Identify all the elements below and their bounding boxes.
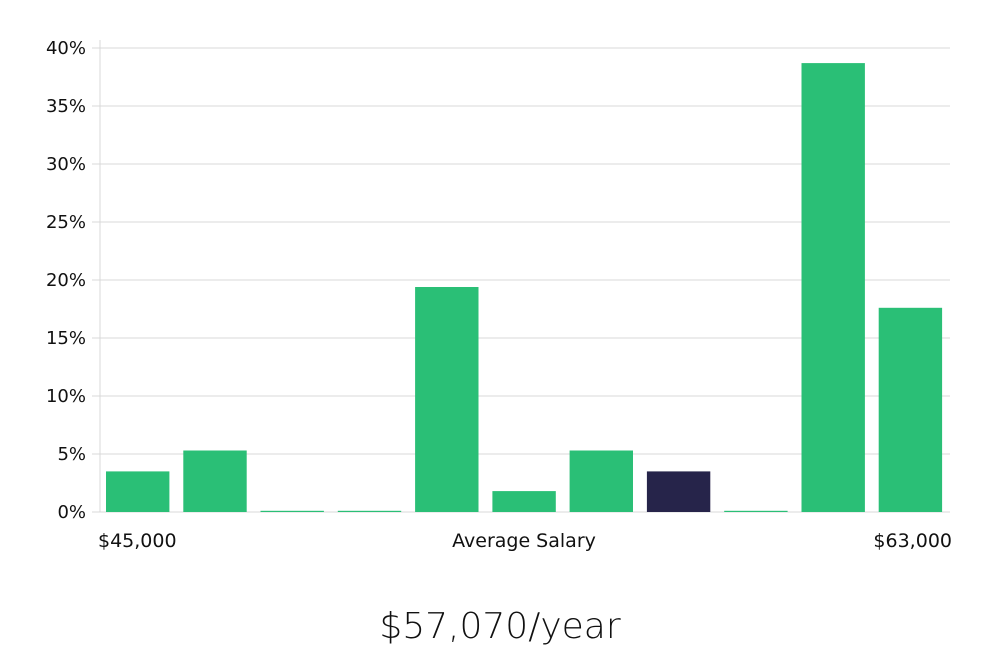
bar xyxy=(492,491,556,512)
bar xyxy=(415,287,479,512)
bar xyxy=(260,510,324,512)
y-tick-label: 20% xyxy=(46,270,86,291)
x-axis-title: Average Salary xyxy=(452,530,596,552)
y-tick-label: 30% xyxy=(46,154,86,175)
bars-layer xyxy=(106,63,943,512)
y-tick-label: 25% xyxy=(46,212,86,233)
x-max-label: $63,000 xyxy=(873,530,952,552)
y-tick-label: 10% xyxy=(46,386,86,407)
bar xyxy=(801,63,865,512)
y-tick-label: 35% xyxy=(46,96,86,117)
y-tick-label: 15% xyxy=(46,328,86,349)
bar xyxy=(106,471,170,512)
bar xyxy=(724,510,788,512)
x-min-label: $45,000 xyxy=(98,530,177,552)
y-tick-label: 40% xyxy=(46,38,86,59)
salary-histogram: 0% 5% 10% 15% 20% 25% 30% 35% 40% $45,000 Averag… xyxy=(46,38,952,552)
bar xyxy=(337,510,402,512)
y-axis-ticks: 0% 5% 10% 15% 20% 25% 30% 35% 40% xyxy=(46,38,86,523)
average-salary-value: $57,070/year xyxy=(379,606,621,647)
bar xyxy=(183,450,247,512)
bar-highlighted xyxy=(646,471,711,512)
y-tick-label: 5% xyxy=(57,444,86,465)
bar xyxy=(878,307,943,512)
y-tick-label: 0% xyxy=(57,502,86,523)
bar xyxy=(569,450,633,512)
